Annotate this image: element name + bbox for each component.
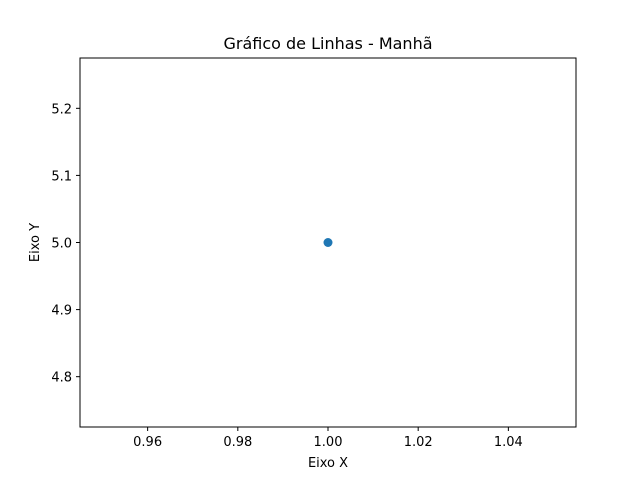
x-axis-label: Eixo X	[308, 456, 348, 471]
series-layer	[323, 238, 333, 247]
data-point	[323, 238, 333, 247]
y-tick-label: 5.1	[51, 169, 72, 184]
y-tick-label: 5.0	[51, 237, 72, 252]
plot-area-frame	[79, 57, 577, 428]
y-axis-ticks: 4.8 4.9 5.0 5.1 5.2	[51, 102, 80, 386]
x-tick-label: 0.98	[223, 435, 252, 450]
x-tick-label: 1.02	[404, 435, 433, 450]
x-axis-ticks: 0.96 0.98 1.00 1.02 1.04	[133, 427, 523, 450]
x-tick-label: 1.00	[314, 435, 343, 450]
y-tick-label: 4.8	[51, 371, 72, 386]
y-axis-label: Eixo Y	[28, 223, 43, 262]
x-tick-label: 1.04	[494, 435, 523, 450]
y-tick-label: 5.2	[51, 102, 72, 117]
x-tick-label: 0.96	[133, 435, 162, 450]
chart-title: Gráfico de Linhas - Manhã	[223, 34, 432, 53]
y-tick-label: 4.9	[51, 304, 72, 319]
